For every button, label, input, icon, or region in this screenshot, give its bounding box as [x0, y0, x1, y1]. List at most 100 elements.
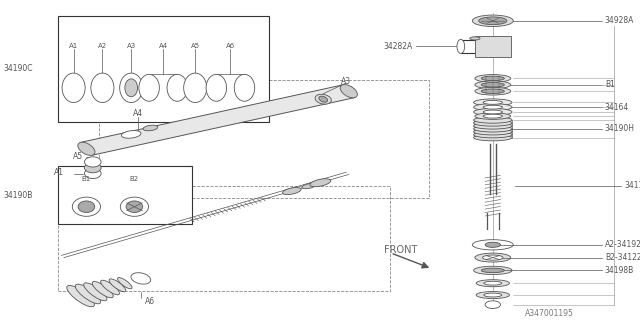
Text: A4: A4 [159, 43, 168, 49]
Ellipse shape [120, 73, 143, 102]
Ellipse shape [78, 201, 95, 212]
Text: A5: A5 [191, 43, 200, 49]
Ellipse shape [78, 142, 95, 156]
Text: B1: B1 [82, 176, 91, 182]
Bar [99, 80, 429, 198]
Text: 34198B: 34198B [605, 266, 634, 275]
Text: A3: A3 [340, 77, 351, 86]
Ellipse shape [84, 168, 101, 179]
Text: 34113: 34113 [624, 181, 640, 190]
Text: A1: A1 [54, 168, 64, 177]
Ellipse shape [472, 15, 513, 27]
Ellipse shape [483, 105, 502, 109]
Ellipse shape [474, 120, 512, 126]
Ellipse shape [340, 84, 357, 98]
Ellipse shape [310, 179, 331, 187]
Ellipse shape [184, 73, 207, 102]
Ellipse shape [484, 293, 502, 297]
Text: B2: B2 [130, 176, 139, 182]
Ellipse shape [481, 83, 504, 87]
Ellipse shape [474, 99, 512, 106]
Ellipse shape [67, 285, 94, 307]
Ellipse shape [484, 281, 502, 285]
Ellipse shape [483, 100, 502, 104]
Ellipse shape [139, 74, 159, 101]
Ellipse shape [474, 104, 512, 111]
Text: A3: A3 [127, 43, 136, 49]
Text: 34164: 34164 [605, 103, 629, 112]
Ellipse shape [474, 117, 512, 123]
Ellipse shape [485, 301, 500, 308]
Text: A5: A5 [73, 152, 83, 161]
Ellipse shape [475, 253, 511, 262]
Ellipse shape [109, 279, 126, 292]
Text: B1: B1 [605, 80, 614, 89]
Ellipse shape [474, 134, 512, 141]
Ellipse shape [474, 126, 512, 132]
Text: 34190B: 34190B [3, 191, 33, 200]
Ellipse shape [481, 89, 504, 93]
Text: A347001195: A347001195 [525, 309, 573, 318]
Ellipse shape [206, 74, 227, 101]
Text: 34928A: 34928A [605, 16, 634, 25]
Ellipse shape [475, 81, 511, 89]
Ellipse shape [476, 292, 509, 299]
Ellipse shape [474, 132, 512, 138]
Ellipse shape [483, 255, 503, 260]
Text: A6: A6 [145, 297, 156, 306]
Text: A1: A1 [69, 43, 78, 49]
Ellipse shape [472, 240, 513, 250]
Bar [58, 186, 390, 291]
Ellipse shape [76, 284, 100, 304]
Ellipse shape [143, 125, 157, 131]
Ellipse shape [118, 277, 132, 289]
Ellipse shape [62, 73, 85, 102]
Ellipse shape [481, 76, 504, 81]
Ellipse shape [457, 39, 465, 53]
Ellipse shape [84, 157, 101, 167]
Ellipse shape [479, 17, 507, 25]
Ellipse shape [125, 79, 138, 97]
Text: A4: A4 [132, 109, 143, 118]
Text: 34190C: 34190C [3, 64, 33, 73]
Ellipse shape [475, 75, 511, 82]
Text: A6: A6 [226, 43, 235, 49]
Ellipse shape [476, 280, 509, 287]
Ellipse shape [483, 114, 502, 118]
Text: B2-34122: B2-34122 [605, 253, 640, 262]
Ellipse shape [131, 273, 150, 284]
Ellipse shape [474, 123, 512, 129]
Ellipse shape [92, 282, 113, 298]
Ellipse shape [474, 266, 512, 275]
Ellipse shape [120, 197, 148, 216]
Ellipse shape [475, 87, 511, 95]
Ellipse shape [234, 74, 255, 101]
Ellipse shape [485, 242, 500, 247]
Ellipse shape [84, 163, 101, 173]
Ellipse shape [100, 280, 120, 295]
Ellipse shape [302, 183, 316, 189]
Ellipse shape [481, 268, 504, 273]
Bar [58, 166, 192, 224]
Ellipse shape [474, 129, 512, 135]
Text: A2-34192: A2-34192 [605, 240, 640, 249]
Ellipse shape [122, 131, 141, 138]
Bar [58, 16, 269, 122]
Polygon shape [81, 85, 355, 155]
Text: 34190H: 34190H [605, 124, 635, 133]
Text: A2: A2 [98, 43, 107, 49]
Ellipse shape [470, 37, 480, 40]
Ellipse shape [282, 188, 301, 195]
Ellipse shape [72, 197, 100, 216]
Ellipse shape [483, 110, 502, 114]
Ellipse shape [474, 108, 512, 116]
Ellipse shape [167, 74, 188, 101]
Ellipse shape [91, 73, 114, 102]
Bar [475, 36, 511, 57]
Ellipse shape [475, 113, 511, 119]
Ellipse shape [319, 96, 328, 102]
Ellipse shape [84, 283, 107, 301]
Ellipse shape [315, 94, 332, 104]
Ellipse shape [126, 201, 143, 212]
Text: FRONT: FRONT [384, 244, 417, 255]
